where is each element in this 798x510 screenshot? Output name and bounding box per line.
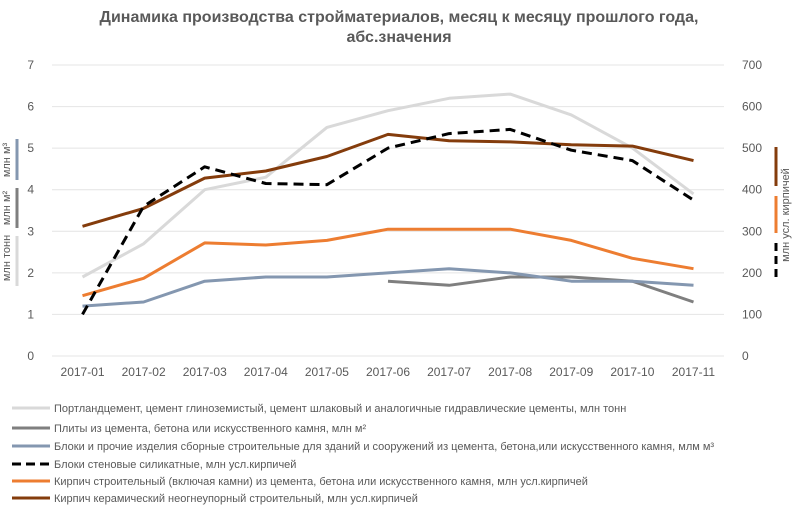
series-line-3 xyxy=(82,267,694,308)
legend-label: Кирпич строительный (включая камни) из ц… xyxy=(54,476,588,488)
y-right-tick-label: 500 xyxy=(742,141,762,155)
y-left-unit-label: млн м² xyxy=(1,190,13,225)
y-right-tick-label: 200 xyxy=(742,266,762,280)
series-line-1 xyxy=(81,92,695,279)
y-left-tick-label: 3 xyxy=(27,224,34,238)
x-tick-label: 2017-01 xyxy=(61,365,105,379)
y-left-tick-label: 0 xyxy=(27,349,34,363)
x-tick-label: 2017-05 xyxy=(305,365,349,379)
legend-label: Плиты из цемента, бетона или искусственн… xyxy=(54,423,366,435)
series-line-5 xyxy=(82,227,694,298)
y-left-unit-label: млн тонн xyxy=(1,235,13,281)
y-right-tick-label: 0 xyxy=(742,349,749,363)
legend-label: Кирпич керамический неогнеупорный строит… xyxy=(54,493,418,505)
y-right-tick-label: 100 xyxy=(742,307,762,321)
y-right-tick-label: 400 xyxy=(742,183,762,197)
y-left-tick-label: 7 xyxy=(27,58,34,72)
legend-label: Блоки стеновые силикатные, млн усл.кирпи… xyxy=(54,459,296,471)
x-tick-label: 2017-07 xyxy=(427,365,471,379)
series-line-6 xyxy=(82,132,694,228)
x-tick-label: 2017-02 xyxy=(122,365,166,379)
y-left-unit-label: млн м³ xyxy=(1,142,13,177)
x-tick-label: 2017-08 xyxy=(488,365,532,379)
x-tick-label: 2017-09 xyxy=(549,365,593,379)
chart-title: Динамика производства стройматериалов, м… xyxy=(0,8,798,48)
y-left-tick-label: 1 xyxy=(27,307,34,321)
chart-title-line-1: Динамика производства стройматериалов, м… xyxy=(99,9,699,26)
y-right-tick-label: 300 xyxy=(742,224,762,238)
y-right-unit-label: млн усл. кирпичей xyxy=(780,168,792,262)
y-right-tick-label: 700 xyxy=(742,58,762,72)
y-left-tick-label: 6 xyxy=(27,100,34,114)
x-tick-label: 2017-04 xyxy=(244,365,288,379)
x-tick-label: 2017-06 xyxy=(366,365,410,379)
legend-label: Портландцемент, цемент глиноземистый, це… xyxy=(54,403,626,415)
chart-title-line-2: абс.значения xyxy=(346,29,452,46)
series-line-4 xyxy=(81,127,695,316)
x-tick-label: 2017-11 xyxy=(672,365,715,379)
x-tick-label: 2017-03 xyxy=(183,365,227,379)
legend-label: Блоки и прочие изделия сборные строитель… xyxy=(54,441,714,453)
y-left-tick-label: 5 xyxy=(27,141,34,155)
y-right-tick-label: 600 xyxy=(742,100,762,114)
y-left-tick-label: 4 xyxy=(27,183,34,197)
x-tick-label: 2017-10 xyxy=(610,365,654,379)
y-left-tick-label: 2 xyxy=(27,266,34,280)
